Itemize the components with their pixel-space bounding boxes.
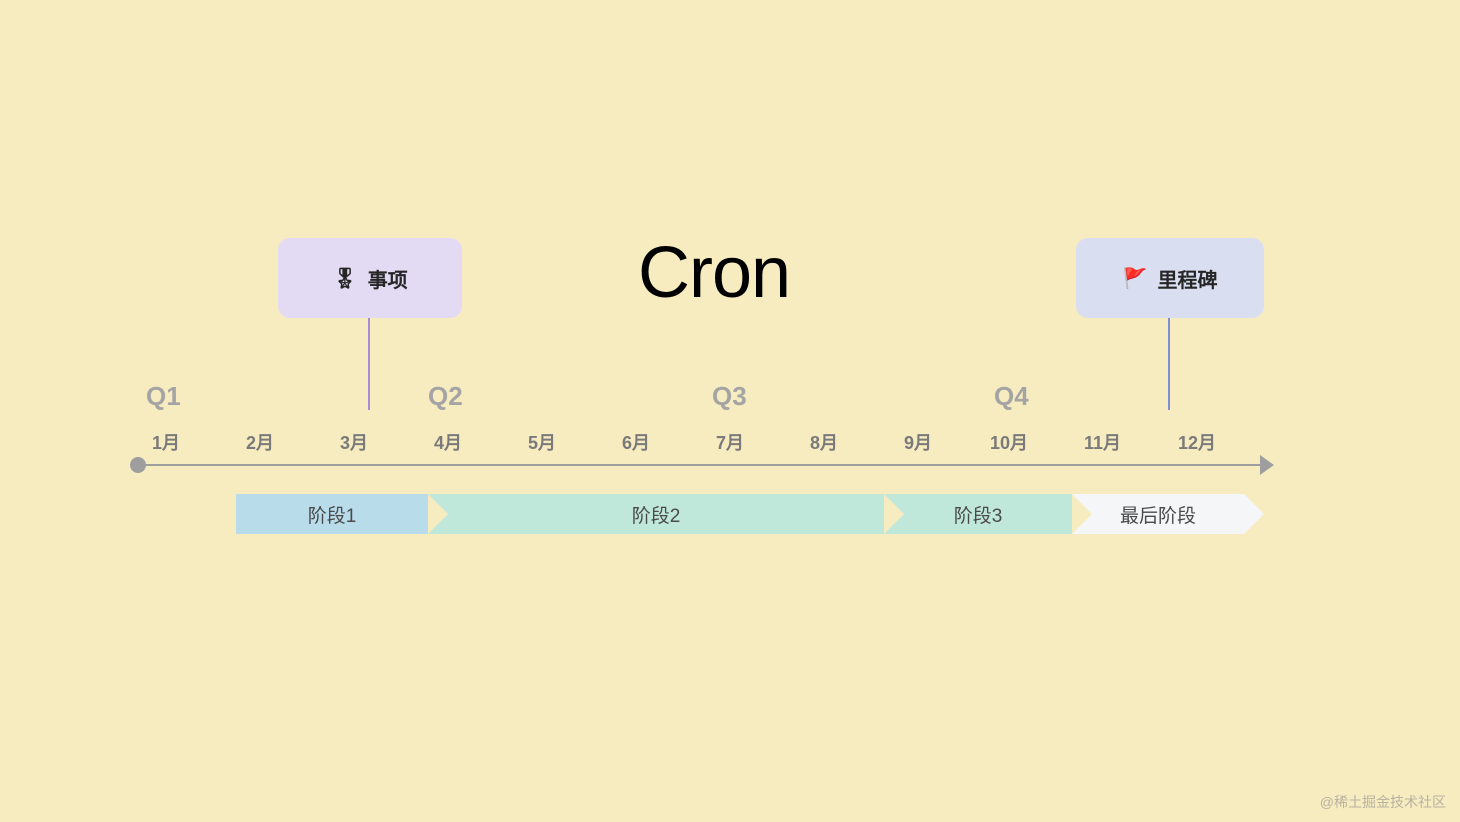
quarter-label: Q2	[428, 381, 463, 412]
phase-bar: 阶段3	[884, 494, 1072, 534]
month-label: 11月	[1084, 429, 1121, 455]
phase-label: 最后阶段	[1120, 501, 1196, 528]
event-callout: 🎖 事项	[278, 238, 462, 318]
axis-arrowhead	[1260, 455, 1274, 475]
watermark: @稀土掘金技术社区	[1320, 792, 1446, 812]
month-label: 9月	[904, 429, 932, 455]
month-label: 12月	[1178, 429, 1216, 455]
month-label: 6月	[622, 429, 650, 455]
month-label: 5月	[528, 429, 556, 455]
quarter-label: Q4	[994, 381, 1029, 412]
month-label: 10月	[990, 429, 1028, 455]
event-icon: 🎖	[332, 266, 357, 291]
month-label: 7月	[716, 429, 744, 455]
event-label: 事项	[368, 264, 408, 293]
timeline-canvas: Cron 🎖 事项 🚩 里程碑 Q1 Q2 Q3 Q4 1月 2月 3月 4月 5月 6月 7月 8月 9月…	[0, 0, 1460, 822]
month-label: 4月	[434, 429, 462, 455]
phase-label: 阶段3	[954, 501, 1003, 528]
phase-bar: 阶段2	[428, 494, 884, 534]
milestone-icon: 🚩	[1123, 266, 1148, 291]
phase-bar: 阶段1	[236, 494, 428, 534]
event-connector	[368, 318, 370, 410]
phase-label: 阶段1	[308, 501, 357, 528]
month-label: 3月	[340, 429, 368, 455]
month-label: 2月	[246, 429, 274, 455]
milestone-label: 里程碑	[1157, 264, 1217, 293]
quarter-label: Q1	[146, 381, 181, 412]
month-label: 1月	[152, 429, 180, 455]
milestone-connector	[1168, 318, 1170, 410]
quarter-label: Q3	[712, 381, 747, 412]
month-label: 8月	[810, 429, 838, 455]
phase-label: 阶段2	[632, 501, 681, 528]
page-title: Cron	[638, 232, 790, 314]
phase-bar: 最后阶段	[1072, 494, 1244, 534]
milestone-callout: 🚩 里程碑	[1076, 238, 1264, 318]
axis-line	[138, 464, 1260, 466]
